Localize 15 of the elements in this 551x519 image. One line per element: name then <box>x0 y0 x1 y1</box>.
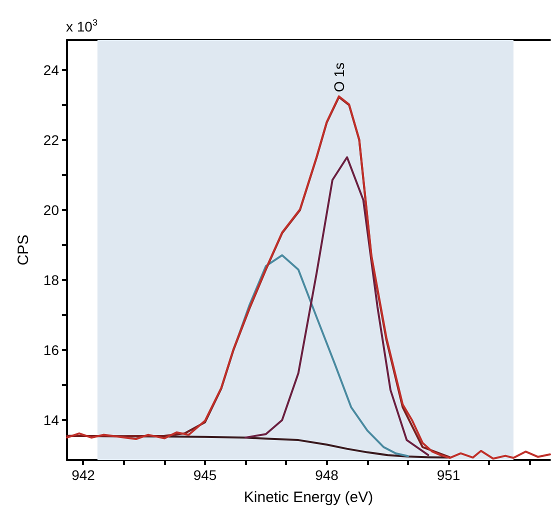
y-tick-label: 24 <box>43 62 60 78</box>
y-tick-label: 22 <box>43 132 60 148</box>
annotation: O 1s <box>330 62 347 92</box>
x-tick-label: 948 <box>315 467 339 483</box>
y-tick-label: 14 <box>43 412 60 428</box>
y-tick-label: 20 <box>43 202 60 218</box>
line-series <box>244 156 430 456</box>
x-tick-label: 951 <box>436 467 460 483</box>
x-tick-label: 942 <box>72 467 96 483</box>
x-axis-title: Kinetic Energy (eV) <box>244 489 374 506</box>
y-tick-label: 16 <box>43 342 60 358</box>
x-tick-label: 945 <box>193 467 217 483</box>
y-axis-title: CPS <box>15 234 32 266</box>
y-tick-label: 18 <box>43 272 60 288</box>
line-series <box>66 96 451 458</box>
